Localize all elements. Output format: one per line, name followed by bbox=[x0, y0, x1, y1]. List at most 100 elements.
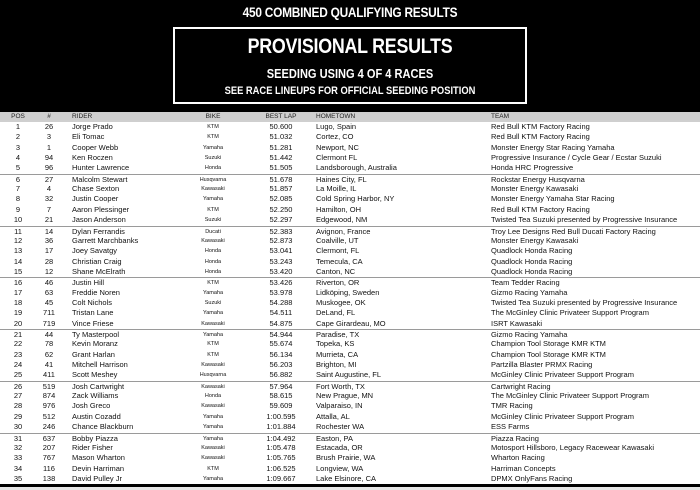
cell-pos: 30 bbox=[13, 422, 23, 432]
cell-team: Gizmo Racing Yamaha bbox=[491, 287, 568, 297]
cell-bike: Ducati bbox=[205, 228, 221, 235]
cell-best-lap: 53.243 bbox=[269, 256, 293, 266]
table-row: 12 36 Garrett Marchbanks Kawasaki 52.873 Coal… bbox=[0, 236, 700, 246]
cell-rider: Kevin Moranz bbox=[72, 339, 118, 349]
cell-number: 27 bbox=[44, 174, 54, 184]
cell-team: Honda HRC Progressive bbox=[491, 163, 574, 173]
table-row: 5 96 Hunter Lawrence Honda 51.505 Landsboroug… bbox=[0, 163, 700, 173]
cell-hometown: Valparaiso, IN bbox=[316, 401, 363, 411]
cell-bike: Honda bbox=[204, 393, 222, 400]
cell-bike: Honda bbox=[204, 268, 222, 275]
cell-hometown: Hamilton, OH bbox=[316, 204, 362, 214]
cell-rider: Mason Wharton bbox=[72, 453, 125, 463]
cell-pos: 3 bbox=[15, 142, 21, 152]
cell-pos: 12 bbox=[13, 235, 23, 245]
cell-best-lap: 54.944 bbox=[269, 330, 293, 339]
provisional-title: PROVISIONAL RESULTS bbox=[247, 35, 453, 58]
cell-number: 14 bbox=[44, 226, 54, 236]
table-row: 19 711 Tristan Lane Yamaha 54.511 DeLand, FL T… bbox=[0, 308, 700, 318]
cell-best-lap: 56.134 bbox=[269, 349, 293, 359]
cell-rider: Justin Cooper bbox=[72, 194, 119, 204]
cell-bike: Yamaha bbox=[202, 475, 224, 482]
cell-rider: Devin Harriman bbox=[72, 463, 125, 473]
cell-hometown: Riverton, OR bbox=[316, 278, 360, 288]
cell-pos: 18 bbox=[13, 297, 23, 307]
cell-team: Quadlock Honda Racing bbox=[491, 266, 573, 276]
provisional-box: PROVISIONAL RESULTS SEEDING USING 4 OF 4… bbox=[172, 26, 528, 105]
cell-team: Monster Energy Yamaha Star Racing bbox=[491, 194, 615, 204]
cell-best-lap: 53.978 bbox=[269, 287, 293, 297]
cell-team: Red Bull KTM Factory Racing bbox=[491, 204, 590, 214]
cell-pos: 22 bbox=[13, 339, 23, 349]
cell-hometown: Easton, PA bbox=[316, 433, 353, 443]
table-row: 9 7 Aaron Plessinger KTM 52.250 Hamilton, OH R… bbox=[0, 205, 700, 215]
cell-pos: 4 bbox=[15, 153, 21, 163]
cell-hometown: Haines City, FL bbox=[316, 174, 367, 184]
cell-team: ESS Farms bbox=[491, 422, 530, 432]
cell-bike: KTM bbox=[207, 341, 219, 348]
cell-hometown: Brighton, MI bbox=[316, 360, 357, 370]
cell-team: Troy Lee Designs Red Bull Ducati Factory… bbox=[491, 226, 656, 236]
cell-rider: Colt Nichols bbox=[72, 297, 113, 307]
cell-rider: Dylan Ferrandis bbox=[72, 226, 125, 236]
cell-number: 767 bbox=[42, 453, 56, 463]
cell-team: Motosport Hillsboro, Legacy Racewear Kaw… bbox=[491, 442, 654, 452]
table-row: 13 17 Joey Savatgy Honda 53.041 Clermont, FL Q… bbox=[0, 246, 700, 256]
cell-hometown: Fort Worth, TX bbox=[316, 381, 365, 391]
cell-rider: Scott Meshey bbox=[72, 370, 118, 380]
cell-pos: 10 bbox=[13, 215, 23, 225]
cell-hometown: Rochester WA bbox=[316, 422, 365, 432]
cell-bike: Kawasaki bbox=[201, 237, 225, 244]
cell-rider: Austin Cozadd bbox=[72, 411, 121, 421]
col-bike: BIKE bbox=[205, 113, 221, 120]
cell-hometown: Topeka, KS bbox=[316, 339, 355, 349]
cell-best-lap: 1:00.595 bbox=[266, 411, 296, 421]
cell-bike: Suzuki bbox=[204, 217, 222, 224]
cell-pos: 6 bbox=[15, 174, 21, 184]
cell-best-lap: 52.297 bbox=[269, 215, 293, 225]
cell-pos: 7 bbox=[15, 184, 21, 194]
cell-number: 12 bbox=[44, 266, 54, 276]
cell-best-lap: 53.426 bbox=[269, 278, 293, 288]
cell-pos: 28 bbox=[13, 401, 23, 411]
cell-best-lap: 51.505 bbox=[269, 163, 293, 173]
table-row: 21 44 Ty Masterpool Yamaha 54.944 Paradise, T… bbox=[0, 329, 700, 339]
table-row: 25 411 Scott Meshey Husqvarna 56.882 Saint Au… bbox=[0, 370, 700, 380]
table-row: 4 94 Ken Roczen Suzuki 51.442 Clermont FL Prog… bbox=[0, 153, 700, 163]
cell-pos: 32 bbox=[13, 442, 23, 452]
cell-bike: Kawasaki bbox=[201, 383, 225, 390]
table-row: 28 976 Josh Greco Kawasaki 59.609 Valparaiso,… bbox=[0, 401, 700, 411]
cell-bike: Suzuki bbox=[204, 299, 222, 306]
cell-rider: Bobby Piazza bbox=[72, 433, 118, 443]
table-row: 24 41 Mitchell Harrison Kawasaki 56.203 Brigh… bbox=[0, 360, 700, 370]
cell-team: Harriman Concepts bbox=[491, 463, 556, 473]
col-rider: RIDER bbox=[72, 113, 93, 120]
table-row: 3 1 Cooper Webb Yamaha 51.281 Newport, NC Mons… bbox=[0, 143, 700, 153]
cell-best-lap: 54.511 bbox=[269, 308, 293, 318]
cell-rider: Justin Hill bbox=[72, 278, 105, 288]
cell-bike: Honda bbox=[204, 258, 222, 265]
cell-pos: 25 bbox=[13, 370, 23, 380]
cell-hometown: Lugo, Spain bbox=[316, 122, 357, 131]
cell-pos: 34 bbox=[13, 463, 23, 473]
cell-rider: Jason Anderson bbox=[72, 215, 126, 225]
cell-rider: Malcolm Stewart bbox=[72, 174, 128, 184]
cell-number: 45 bbox=[44, 297, 54, 307]
cell-bike: Kawasaki bbox=[201, 403, 225, 410]
table-row: 6 27 Malcolm Stewart Husqvarna 51.678 Haines … bbox=[0, 173, 700, 184]
cell-pos: 20 bbox=[13, 318, 23, 328]
cell-number: 21 bbox=[44, 215, 54, 225]
cell-team: McGinley Clinic Privateer Support Progra… bbox=[491, 411, 634, 421]
table-row: 14 28 Christian Craig Honda 53.243 Temecula, … bbox=[0, 257, 700, 267]
cell-number: 246 bbox=[42, 422, 56, 432]
cell-best-lap: 1:04.492 bbox=[266, 433, 296, 443]
cell-number: 3 bbox=[46, 132, 52, 142]
cell-best-lap: 51.281 bbox=[269, 142, 293, 152]
cell-team: The McGinley Clinic Privateer Support Pr… bbox=[491, 391, 649, 401]
cell-pos: 24 bbox=[13, 360, 23, 370]
cell-hometown: Edgewood, NM bbox=[316, 215, 368, 225]
cell-bike: Yamaha bbox=[202, 289, 224, 296]
cell-team: Gizmo Racing Yamaha bbox=[491, 330, 568, 339]
cell-pos: 17 bbox=[13, 287, 23, 297]
cell-number: 63 bbox=[44, 287, 54, 297]
